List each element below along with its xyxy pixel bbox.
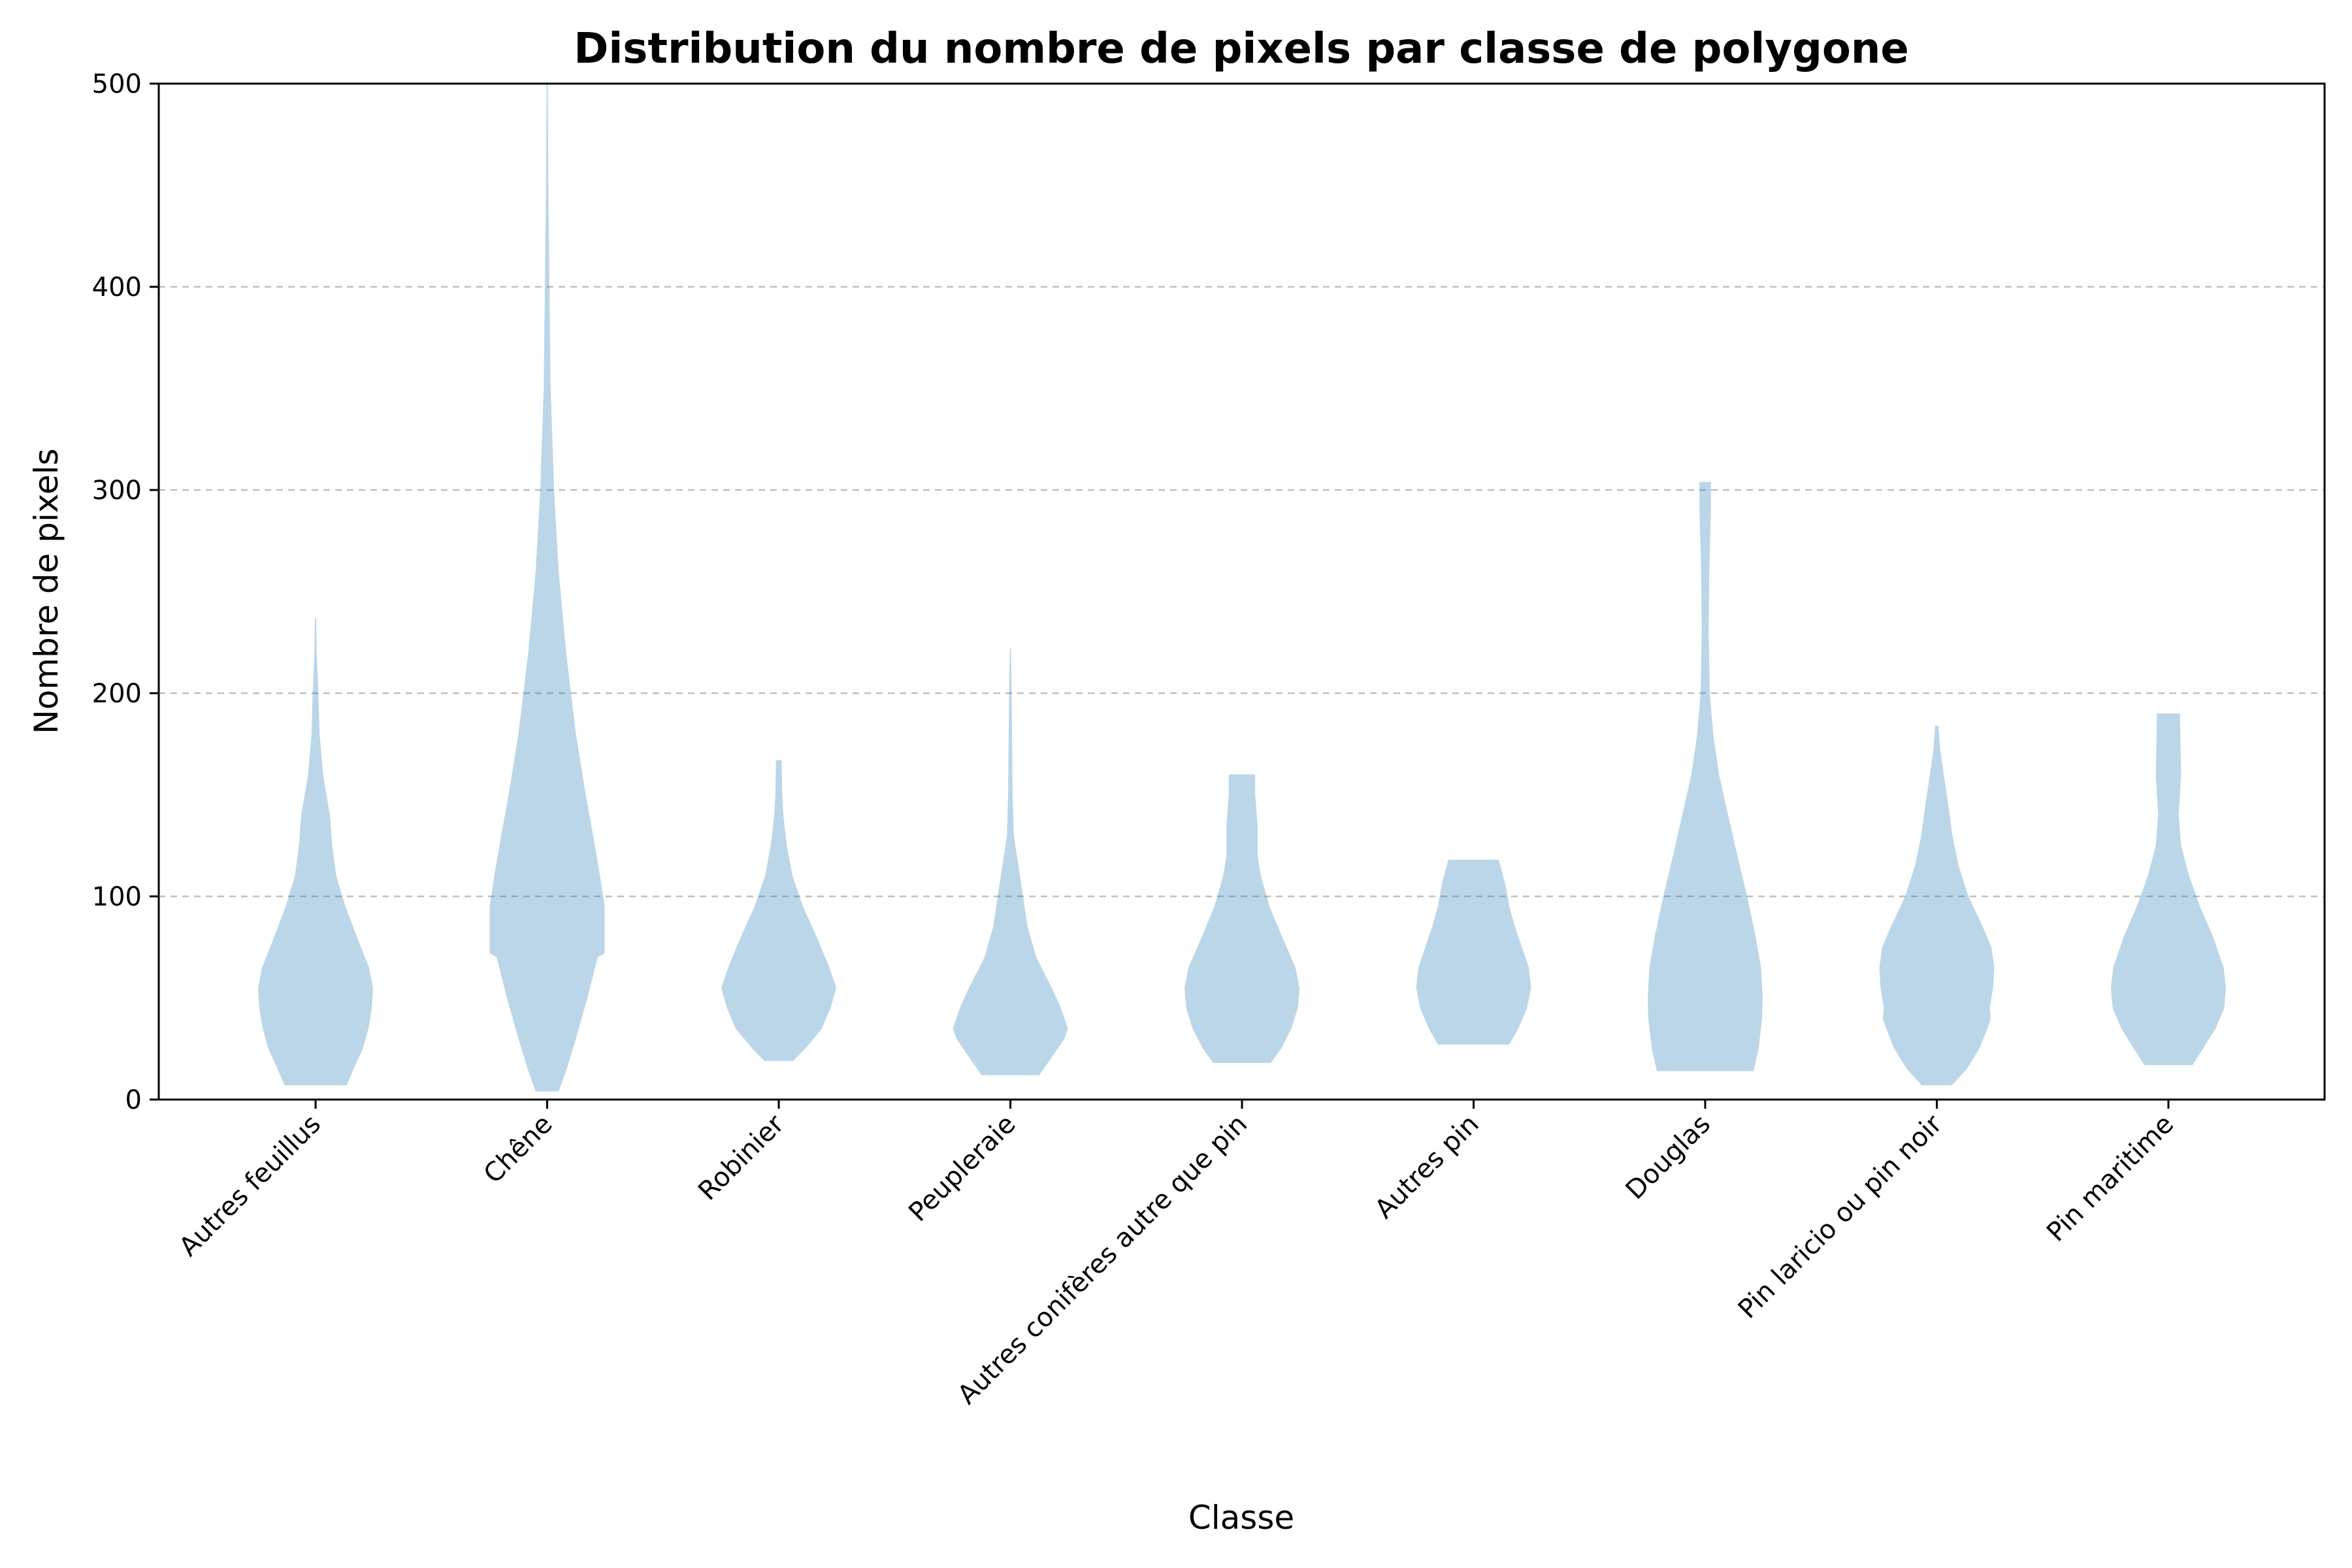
y-tick-label: 300 — [92, 476, 142, 506]
x-tick-label: Peupleraie — [903, 1109, 1021, 1228]
violins — [258, 84, 2226, 1092]
violin-2 — [489, 84, 605, 1092]
violin-8 — [1879, 725, 1995, 1086]
x-axis-label: Classe — [1188, 1499, 1294, 1537]
chart-title: Distribution du nombre de pixels par cla… — [574, 25, 1909, 73]
y-axis-label: Nombre de pixels — [27, 448, 65, 734]
x-tick-label: Pin laricio ou pin noir — [1733, 1109, 1948, 1324]
y-tick-label: 100 — [92, 882, 142, 912]
x-tick-label: Douglas — [1620, 1109, 1716, 1205]
violin-1 — [258, 617, 373, 1086]
x-tick-label: Pin maritime — [2041, 1109, 2180, 1248]
x-tick-label: Robinier — [693, 1109, 790, 1206]
violin-6 — [1416, 860, 1531, 1045]
y-tick-label: 200 — [92, 679, 142, 709]
violin-4 — [953, 648, 1068, 1075]
y-tick-label: 500 — [92, 69, 142, 99]
y-axis-ticks: 0 100 200 300 400 500 — [92, 69, 159, 1115]
x-tick-label: Chêne — [478, 1109, 559, 1190]
x-tick-label: Autres pin — [1369, 1109, 1485, 1225]
violin-9 — [2111, 713, 2226, 1066]
x-tick-label: Autres feuillus — [174, 1109, 327, 1263]
violin-3 — [721, 760, 836, 1061]
violin-5 — [1184, 774, 1299, 1063]
grid-lines — [159, 286, 2325, 898]
y-tick-label: 0 — [125, 1085, 142, 1115]
violin-7 — [1648, 482, 1763, 1071]
y-tick-label: 400 — [92, 272, 142, 302]
x-axis-ticks: Autres feuillus Chêne Robinier Peupleraie Au… — [174, 1100, 2180, 1410]
